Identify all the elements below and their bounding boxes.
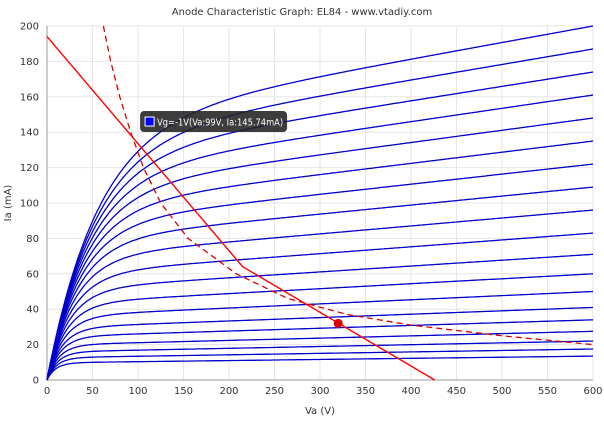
characteristic-curve (46, 253, 594, 381)
x-tick-label: 250 (265, 386, 284, 397)
y-axis-title: Ia (mA) (3, 185, 14, 222)
x-tick-label: 50 (86, 386, 99, 397)
tooltip-box (140, 111, 288, 133)
x-tick-label: 400 (401, 386, 420, 397)
axis-layer (46, 26, 593, 381)
x-tick-label: 100 (128, 386, 147, 397)
characteristic-curve (46, 140, 594, 381)
characteristic-curve (46, 186, 594, 381)
load-line (46, 36, 436, 381)
x-tick-label: 0 (44, 386, 50, 397)
x-tick-label: 200 (219, 386, 238, 397)
x-tick-label: 500 (492, 386, 511, 397)
tooltip-swatch (144, 116, 155, 127)
y-tick-label: 100 (20, 199, 39, 210)
characteristic-curve (46, 355, 593, 381)
y-tick-label: 140 (20, 128, 39, 139)
y-tick-label: 40 (26, 305, 39, 316)
characteristic-curve (46, 290, 594, 381)
characteristic-curve (46, 94, 594, 381)
tick-layer: 0 50 100 150 200 250 300 350 400 450 500 550 600 0 20 4… (20, 22, 603, 398)
characteristic-curve (46, 117, 594, 381)
y-tick-label: 160 (20, 92, 39, 103)
x-tick-label: 550 (538, 386, 557, 397)
characteristic-curve (46, 209, 594, 381)
characteristic-curve (46, 71, 594, 381)
characteristic-curve (46, 330, 594, 381)
x-tick-label: 450 (447, 386, 466, 397)
overlay-layer (46, 25, 594, 381)
characteristic-curve (46, 319, 594, 381)
y-tick-label: 200 (20, 22, 39, 33)
x-axis-title: Va (V) (305, 406, 335, 417)
characteristic-curve (46, 348, 594, 381)
x-tick-label: 300 (310, 386, 329, 397)
x-tick-label: 350 (356, 386, 375, 397)
operating-point (333, 318, 343, 328)
x-tick-label: 150 (174, 386, 193, 397)
tooltip-text: Vg=-1V(Va:99V, Ia:145.74mA) (157, 118, 283, 129)
characteristic-curve (46, 232, 594, 381)
x-tick-label: 600 (583, 386, 602, 397)
tooltip: Vg=-1V(Va:99V, Ia:145.74mA) (140, 111, 288, 133)
y-tick-label: 180 (20, 57, 39, 68)
characteristic-curve (46, 48, 594, 381)
y-tick-label: 120 (20, 163, 39, 174)
dissipation-curve (102, 25, 594, 346)
characteristic-curve (46, 340, 593, 381)
characteristic-curve (46, 306, 594, 381)
characteristic-curve (46, 273, 594, 381)
y-tick-label: 80 (26, 234, 39, 245)
characteristic-curve (46, 163, 594, 381)
y-tick-label: 0 (33, 376, 39, 387)
chart-title: Anode Characteristic Graph: EL84 - www.v… (172, 7, 432, 18)
y-tick-label: 20 (26, 340, 39, 351)
y-tick-label: 60 (26, 269, 39, 280)
